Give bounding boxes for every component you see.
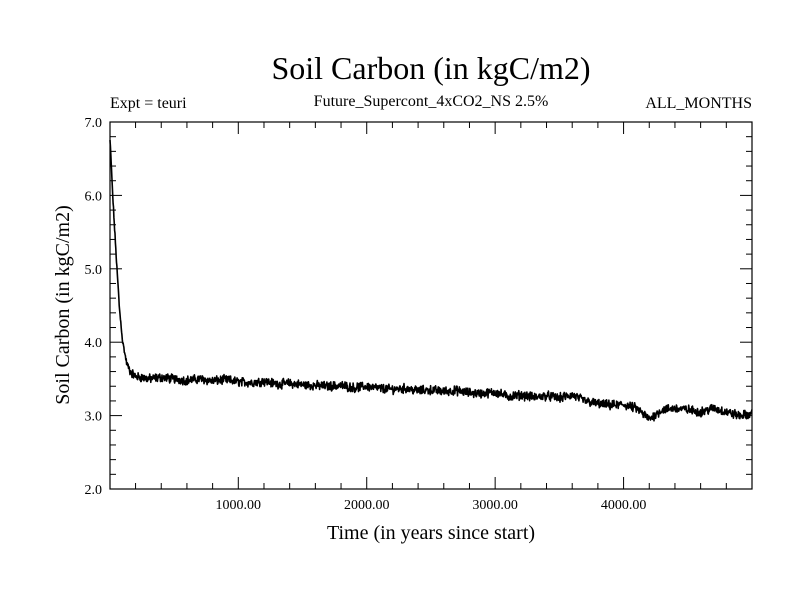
- run-name-label: Future_Supercont_4xCO2_NS 2.5%: [314, 93, 549, 110]
- soil-carbon-series-line: [109, 140, 753, 422]
- chart-title: Soil Carbon (in kgC/m2): [271, 50, 590, 86]
- x-tick-label: 4000.00: [601, 498, 647, 513]
- y-axis-label: Soil Carbon (in kgC/m2): [52, 205, 74, 404]
- experiment-label: Expt = teuri: [110, 95, 187, 112]
- y-tick-label: 5.0: [85, 263, 103, 278]
- x-tick-label: 2000.00: [344, 498, 390, 513]
- x-axis-label: Time (in years since start): [327, 522, 535, 544]
- x-tick-label: 3000.00: [472, 498, 518, 513]
- y-tick-label: 4.0: [85, 336, 103, 351]
- y-tick-label: 3.0: [85, 410, 103, 425]
- y-tick-label: 2.0: [85, 483, 103, 498]
- x-axis: 1000.00 2000.00 3000.00 4000.00: [135, 122, 727, 513]
- months-label: ALL_MONTHS: [645, 95, 752, 112]
- y-axis: 2.0 3.0 4.0 5.0 6.0 7.0: [85, 116, 752, 498]
- plot-frame: [109, 121, 753, 490]
- y-tick-label: 7.0: [85, 116, 103, 131]
- x-tick-label: 1000.00: [216, 498, 262, 513]
- y-tick-label: 6.0: [85, 189, 103, 204]
